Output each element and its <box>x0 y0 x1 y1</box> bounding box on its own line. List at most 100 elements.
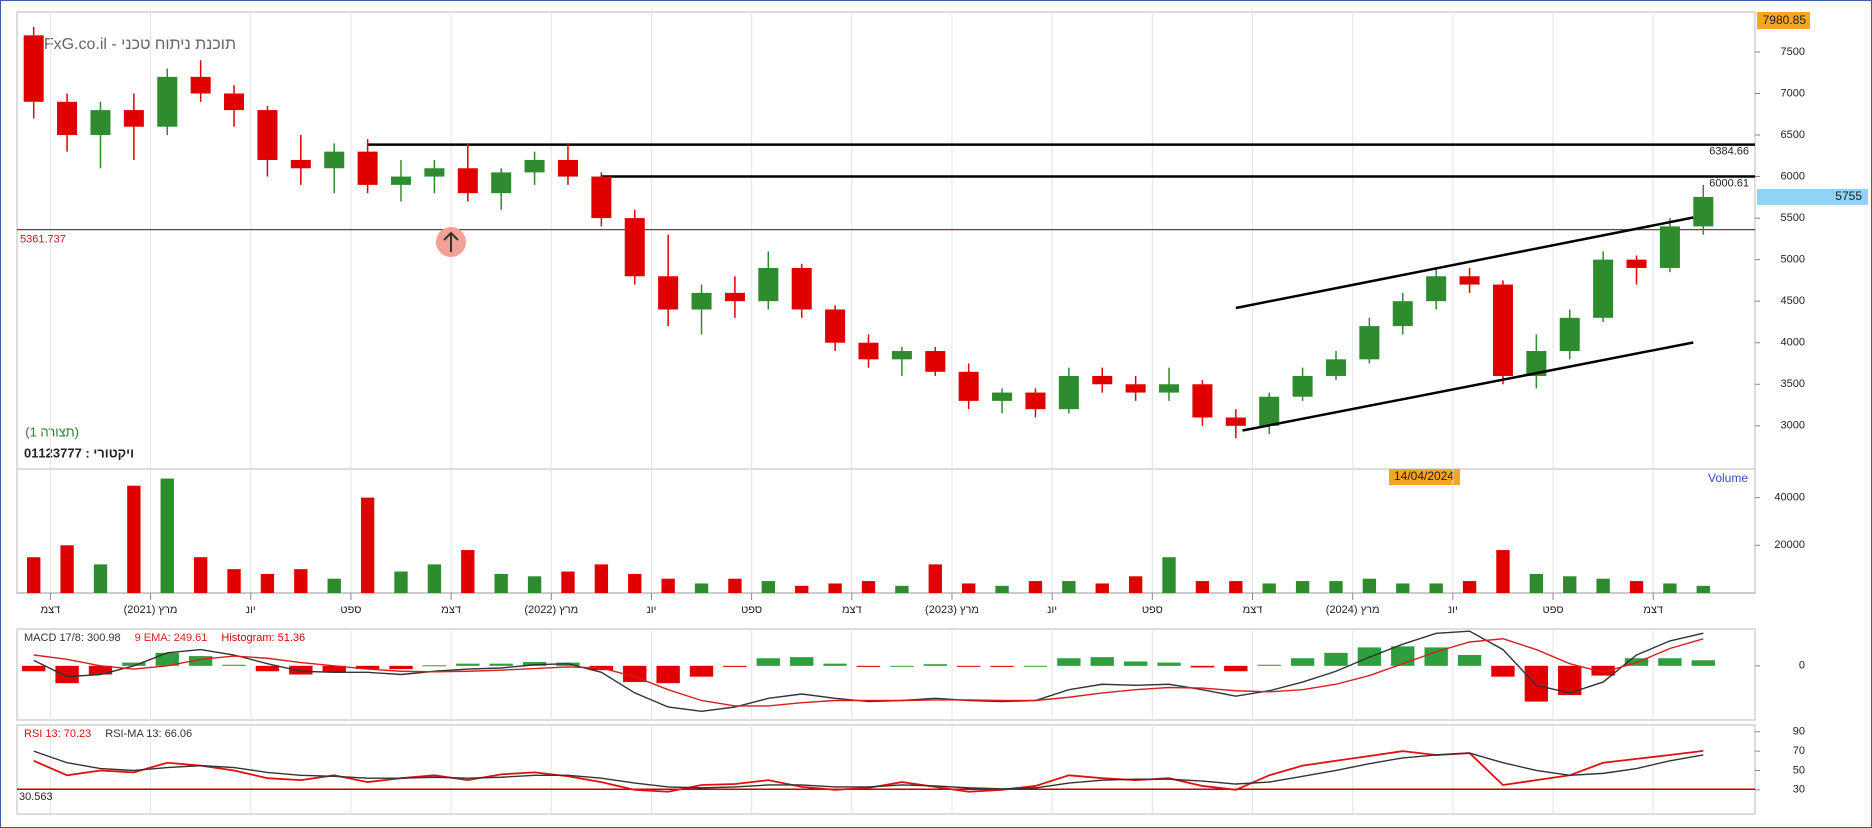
y-tick-label: 0 <box>1799 660 1805 672</box>
candle-body <box>1626 259 1647 268</box>
candle-body <box>1058 375 1079 410</box>
y-tick-label: 90 <box>1793 726 1805 738</box>
candle-body <box>1325 359 1347 376</box>
candle-body <box>624 218 645 277</box>
legend-entry: Histogram: 51.36 <box>221 632 305 644</box>
candle-body <box>290 159 311 169</box>
histogram-bar <box>389 665 413 670</box>
candle-body <box>190 76 211 94</box>
histogram-bar <box>55 665 79 684</box>
histogram-bar <box>1691 660 1715 666</box>
volume-bar <box>427 564 442 593</box>
candle-body <box>90 110 111 136</box>
series-line <box>33 630 1704 713</box>
histogram-bar <box>1424 647 1448 666</box>
candle-body <box>1292 375 1313 397</box>
y-tick-label: 5000 <box>1781 254 1805 266</box>
volume-bar <box>27 557 41 593</box>
candle-body <box>891 351 912 360</box>
legend-entry: RSI 13: 70.23 <box>24 728 91 740</box>
legend-entry: RSI-MA 13: 66.06 <box>105 728 192 740</box>
candle-body <box>1392 301 1413 327</box>
candle-body <box>1593 259 1614 318</box>
cursor-date: 14/04/2024 <box>1394 469 1454 483</box>
volume-bar <box>1262 583 1276 593</box>
x-tick-label: מרץ (2022) <box>524 604 578 616</box>
volume-bar <box>127 485 141 593</box>
histogram-bar <box>623 665 647 683</box>
histogram-bar <box>1290 658 1315 666</box>
last-price-box <box>1757 188 1868 205</box>
max-box <box>1757 12 1810 29</box>
volume-bar <box>1396 583 1410 593</box>
candle-body <box>925 351 946 372</box>
histogram-bar <box>122 662 146 666</box>
volume-bar <box>193 557 208 593</box>
candle-body <box>1192 384 1213 418</box>
candle-body <box>557 159 578 177</box>
legend-entry: MACD 17/8: 300.98 <box>24 632 121 644</box>
candle-body <box>1259 396 1280 426</box>
volume-bar <box>728 578 742 593</box>
volume-bar <box>828 583 842 593</box>
x-tick-label: מרץ (2024) <box>1326 604 1380 616</box>
candle-body <box>825 309 846 343</box>
trendline <box>1235 216 1694 310</box>
candle-body <box>758 267 779 302</box>
candle-body <box>157 76 178 127</box>
candle-body <box>724 292 745 302</box>
y-tick-label: 70 <box>1793 745 1805 757</box>
histogram-bar <box>188 656 213 666</box>
candle-body <box>257 110 278 160</box>
histogram-bar <box>1023 665 1048 667</box>
volume-bar <box>494 573 508 593</box>
candle-body <box>1526 351 1547 376</box>
account-label: ויקטורי : 01123777 <box>24 445 134 460</box>
volume-bar <box>1329 581 1343 593</box>
level-label: 6000.61 <box>1709 177 1749 189</box>
volume-bar <box>961 583 976 593</box>
histogram-bar <box>1190 665 1215 668</box>
volume-bar <box>93 564 108 593</box>
histogram-bar <box>1324 652 1348 666</box>
arrow-marker <box>436 227 466 257</box>
candle-body <box>524 159 545 173</box>
candle-body <box>691 292 712 310</box>
series-line <box>33 750 1704 790</box>
candle-body <box>658 276 679 310</box>
histogram-bar <box>489 663 513 666</box>
candle-body <box>23 35 44 102</box>
candle-body <box>224 93 245 111</box>
candle-body <box>1159 384 1180 393</box>
last-price-label: 5755 <box>1835 189 1862 203</box>
volume-bar <box>527 576 542 593</box>
x-tick-label: ספט <box>741 604 762 616</box>
level-label: 5361.737 <box>20 233 66 245</box>
volume-bar <box>1295 581 1310 593</box>
histogram-bar <box>155 652 179 666</box>
series-line <box>33 750 1704 793</box>
candle-body <box>958 371 979 401</box>
volume-bar <box>1596 578 1610 593</box>
histogram-bar <box>1457 655 1482 666</box>
volume-bar <box>1195 581 1210 593</box>
histogram-bar <box>1224 665 1248 672</box>
y-tick-label: 4000 <box>1781 337 1805 349</box>
y-tick-label: 6000 <box>1781 170 1805 182</box>
candle-body <box>1125 384 1146 393</box>
candle-body <box>791 267 812 310</box>
macd-panel <box>16 628 1756 721</box>
candle-body <box>357 151 378 185</box>
volume-bar <box>160 478 174 593</box>
rsi-panel <box>16 724 1756 815</box>
candle-body <box>1659 226 1680 268</box>
volume-bar <box>761 581 776 593</box>
x-tick-label: מרץ (2023) <box>925 604 979 616</box>
histogram-bar <box>1391 646 1415 666</box>
volume-bar <box>928 564 942 593</box>
candle-body <box>1359 326 1380 360</box>
x-tick-label: דצמ <box>1643 604 1663 616</box>
candle-body <box>390 176 412 185</box>
volume-bar <box>60 545 74 593</box>
